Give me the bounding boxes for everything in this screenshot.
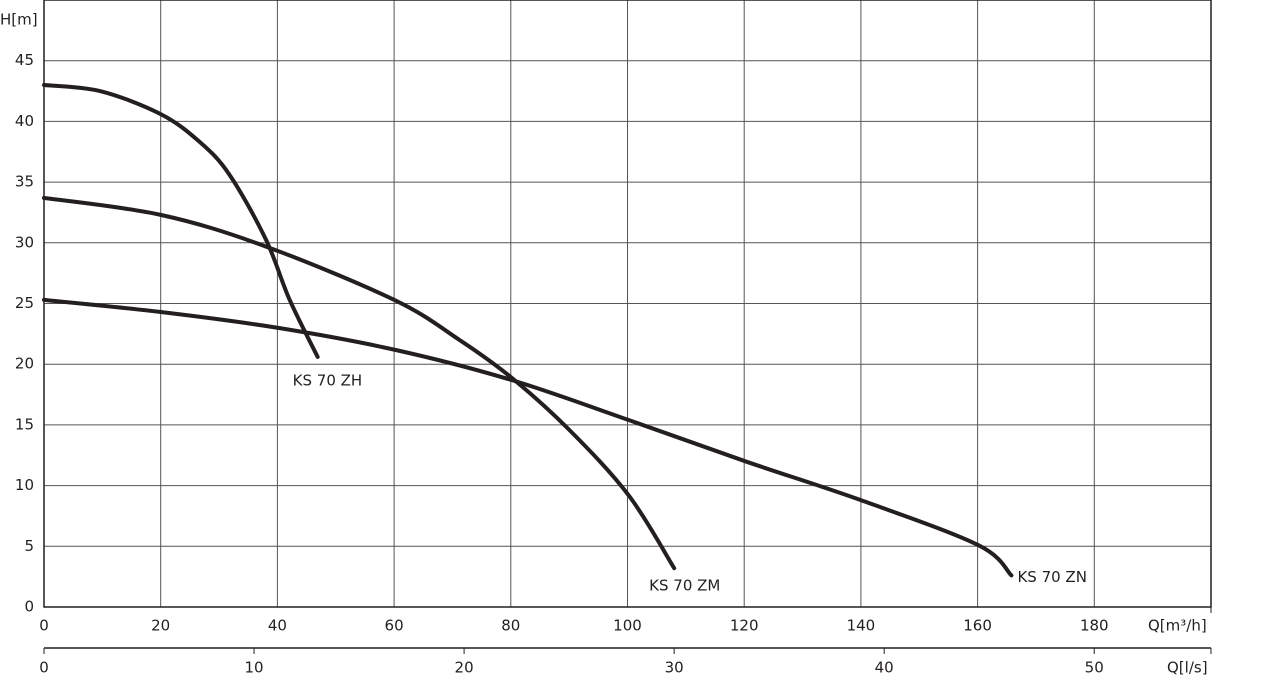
x2-tick-label: 40 xyxy=(875,659,894,677)
x-tick-label: 100 xyxy=(613,617,642,635)
y-tick-label: 10 xyxy=(15,476,34,494)
y-tick-label: 45 xyxy=(15,51,34,69)
x2-tick-label: 10 xyxy=(244,659,263,677)
y-tick-label: 15 xyxy=(15,415,34,433)
y-tick-label: 40 xyxy=(15,112,34,130)
curve-label: KS 70 ZM xyxy=(649,577,720,595)
y-tick-label: 35 xyxy=(15,173,34,191)
x-axis-label: Q[m³/h] xyxy=(1148,617,1207,635)
x-tick-label: 160 xyxy=(963,617,992,635)
y-tick-label: 20 xyxy=(15,355,34,373)
x-tick-label: 80 xyxy=(501,617,520,635)
pump-curve xyxy=(42,195,677,571)
pump-curve xyxy=(42,82,320,359)
x-tick-label: 140 xyxy=(847,617,876,635)
x-tick-label: 120 xyxy=(730,617,759,635)
y-axis-label: H[m] xyxy=(0,11,38,29)
x-tick-label: 20 xyxy=(151,617,170,635)
x2-tick-label: 0 xyxy=(39,659,49,677)
plot-frame xyxy=(43,0,1212,608)
pump-curve xyxy=(42,297,1014,578)
y-tick-label: 30 xyxy=(15,233,34,251)
y-tick-label: 0 xyxy=(24,598,34,616)
x2-tick-label: 50 xyxy=(1085,659,1104,677)
curve-label: KS 70 ZH xyxy=(293,371,363,389)
y-tick-label: 25 xyxy=(15,294,34,312)
x-tick-label: 180 xyxy=(1080,617,1109,635)
x2-tick-label: 20 xyxy=(455,659,474,677)
x2-tick-label: 30 xyxy=(665,659,684,677)
x-tick-label: 0 xyxy=(39,617,49,635)
curve-label: KS 70 ZN xyxy=(1017,568,1086,586)
x-tick-label: 60 xyxy=(385,617,404,635)
x2-axis-label: Q[l/s] xyxy=(1167,659,1208,677)
y-tick-label: 5 xyxy=(24,537,34,555)
x-tick-label: 40 xyxy=(268,617,287,635)
